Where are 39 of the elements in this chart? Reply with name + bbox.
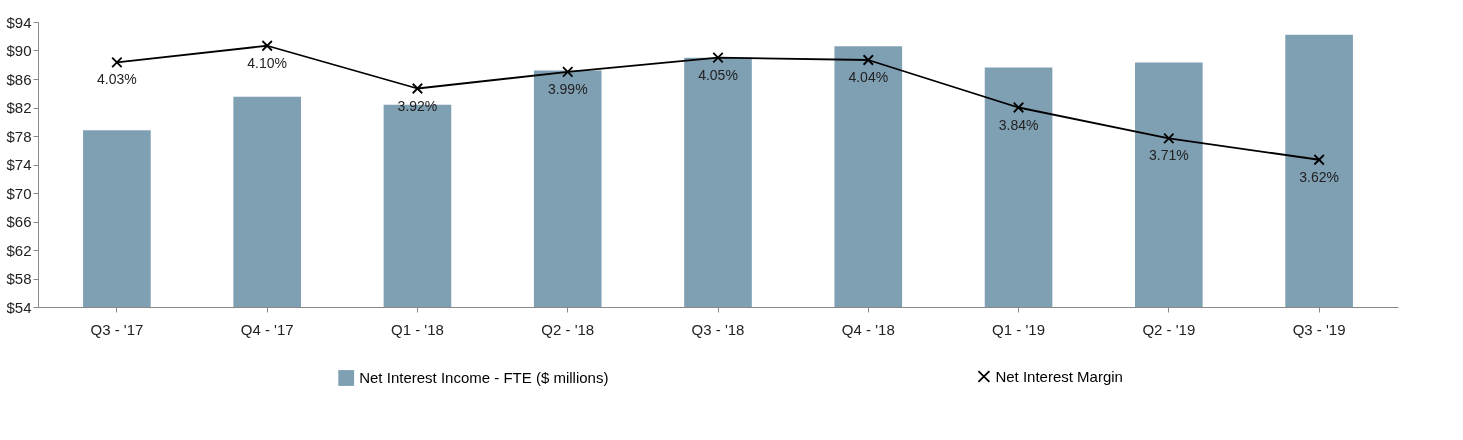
point <box>712 51 724 64</box>
data-label: 4.05% <box>698 66 738 83</box>
x-tick-label: Q3 - '18 <box>691 320 745 338</box>
point <box>261 40 273 52</box>
data-label: 4.10% <box>247 54 288 71</box>
data-label: 3.71% <box>1148 147 1189 164</box>
y-tick-label: $62 <box>6 241 32 259</box>
point <box>1012 101 1025 114</box>
x-tick-label: Q1 - '19 <box>992 320 1045 338</box>
y-tick-label: $70 <box>6 184 32 202</box>
y-tick-label: $54 <box>6 298 32 316</box>
y-tick-label: $86 <box>6 70 32 88</box>
data-label: 3.99% <box>547 80 588 97</box>
point <box>411 82 424 95</box>
data-label: 4.04% <box>848 69 889 85</box>
data-label: 3.84% <box>998 116 1039 133</box>
x-tick-label: Q4 - '18 <box>841 320 895 338</box>
legend-label: Net Interest Income - FTE ($ millions) <box>359 369 609 386</box>
x-tick-label: Q1 - '18 <box>391 320 444 338</box>
data-label: 4.03% <box>97 71 137 88</box>
x-tick-label: Q4 - '17 <box>240 320 294 338</box>
y-tick-label: $82 <box>6 99 32 116</box>
y-tick-label: $58 <box>6 270 32 287</box>
y-tick-label: $94 <box>6 13 32 31</box>
point <box>1313 154 1325 166</box>
x-tick-label: Q3 - '19 <box>1292 320 1346 338</box>
y-tick-label: $78 <box>6 127 32 145</box>
y-tick-label: $74 <box>6 156 32 173</box>
y-tick-label: $90 <box>6 42 32 59</box>
x-tick-label: Q2 - '18 <box>541 320 595 338</box>
legend-label: Net Interest Margin <box>995 367 1123 385</box>
y-tick-label: $66 <box>6 213 32 230</box>
point <box>562 66 574 78</box>
point <box>111 56 123 69</box>
x-tick-label: Q3 - '17 <box>90 320 144 338</box>
x-tick-label: Q2 - '19 <box>1142 320 1196 338</box>
data-label: 3.62% <box>1299 168 1339 185</box>
point <box>862 54 874 66</box>
point <box>1163 132 1175 145</box>
